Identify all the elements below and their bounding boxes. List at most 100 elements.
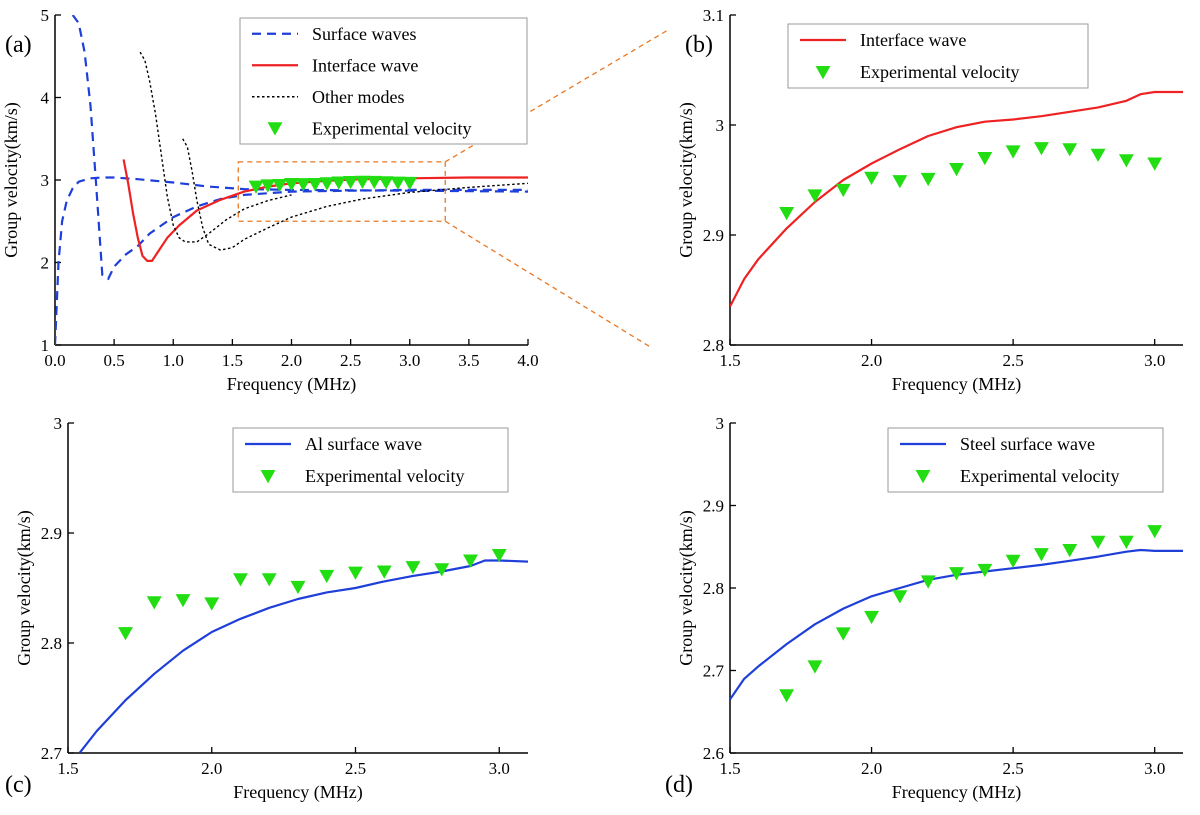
x-tick-label: 1.5 [719, 759, 740, 778]
y-tick-label: 2 [41, 254, 50, 273]
experimental-point [1147, 525, 1163, 539]
x-tick-label: 0.5 [104, 351, 125, 370]
experimental-point [977, 563, 993, 578]
zoom-box [237, 161, 446, 222]
experimental-point [835, 183, 851, 198]
experimental-point [319, 177, 335, 191]
experimental-point [204, 597, 220, 611]
experimental-point [1118, 154, 1134, 168]
x-tick-label: 3.5 [458, 351, 479, 370]
experimental-point [949, 567, 964, 581]
experimental-point [307, 178, 323, 192]
legend-label: Interface wave [312, 55, 418, 75]
y-tick-label: 3 [716, 414, 725, 433]
legend: Al surface wave Experimental velocity [232, 427, 509, 493]
experimental-point [491, 549, 507, 563]
legend: Steel surface wave Experimental velocity [887, 427, 1164, 493]
x-tick-label: 2.5 [340, 351, 361, 370]
panel-label: (a) [5, 32, 32, 58]
x-tick-label: 2.5 [1003, 759, 1024, 778]
experimental-point [248, 180, 264, 194]
y-tick-label: 4 [41, 89, 50, 108]
legend-box [232, 427, 509, 493]
x-tick-label: 0.0 [44, 351, 65, 370]
experimental-point [1090, 148, 1106, 162]
experimental-point [892, 175, 908, 189]
experimental-point [378, 176, 394, 190]
y-axis-label: Group velocity(km/s) [14, 510, 35, 665]
experimental-point [779, 207, 795, 221]
experimental-point [864, 610, 880, 625]
experimental-point [284, 177, 299, 192]
panel-c: 1.5 2.0 2.5 3.0 2.7 2.8 2.9 3 Frequency (MHz) Gro… [5, 414, 528, 803]
x-tick-label: 2.5 [1003, 351, 1024, 370]
x-tick-label: 1.0 [163, 351, 184, 370]
y-tick-label: 2.9 [703, 497, 724, 516]
experimental-point [1005, 554, 1021, 568]
x-tick-label: 2.0 [281, 351, 302, 370]
experimental-point [366, 175, 382, 190]
panel-label: (c) [5, 772, 32, 798]
experimental-point [355, 175, 370, 189]
experimental-point [434, 563, 450, 577]
experimental-point [348, 566, 363, 580]
plot-area [730, 90, 1183, 308]
series-line-surface-waves-mode-2- [71, 15, 528, 281]
panel-d: 1.5 2.0 2.5 3.0 2.6 2.7 2.8 2.9 3 Frequency (MHz)… [665, 414, 1183, 803]
y-tick-label: 2.7 [41, 744, 63, 763]
y-tick-label: 2.8 [41, 634, 62, 653]
legend: Surface waves Interface wave Other modes Ex… [239, 17, 528, 145]
experimental-point [1118, 535, 1134, 549]
legend-label: Experimental velocity [860, 62, 1019, 82]
experimental-point [807, 660, 823, 674]
legend-box [239, 17, 528, 145]
experimental-point [233, 573, 248, 587]
experimental-point [331, 176, 347, 190]
y-tick-label: 2.9 [703, 226, 724, 245]
experimental-point [146, 596, 162, 610]
x-tick-label: 4.0 [517, 351, 538, 370]
experimental-point [463, 554, 478, 568]
experimental-point [376, 565, 392, 579]
zoom-connector-bottom [444, 220, 653, 349]
x-axis-label: Frequency (MHz) [233, 782, 362, 803]
experimental-point [1033, 548, 1049, 562]
experimental-point [1062, 143, 1078, 157]
x-tick-label: 3.0 [489, 759, 510, 778]
x-tick-label: 2.0 [861, 351, 882, 370]
experimental-point [290, 580, 306, 595]
y-tick-label: 3 [716, 116, 725, 135]
plot-area [55, 15, 528, 345]
legend-label: Surface waves [312, 24, 416, 44]
experimental-point [1147, 157, 1163, 171]
legend-label: Other modes [312, 87, 404, 107]
legend-marker-experimental [915, 470, 931, 484]
experimental-point [920, 172, 936, 187]
series-line-interface-wave [730, 90, 1183, 308]
experimental-point [261, 573, 277, 587]
experimental-point [1033, 142, 1049, 156]
y-tick-label: 2.7 [703, 662, 725, 681]
legend-label: Experimental velocity [960, 466, 1119, 486]
x-tick-label: 1.5 [57, 759, 78, 778]
experimental-point [835, 627, 851, 641]
legend: Interface wave Experimental velocity [787, 23, 1089, 89]
y-tick-label: 2.8 [703, 336, 724, 355]
experimental-point [175, 594, 191, 608]
panel-a: 0.0 0.5 1.0 1.5 2.0 2.5 3.0 3.5 4.0 1 2 3 4 5 Frequenc… [1, 6, 539, 395]
series-line-other-modes [139, 51, 292, 243]
y-tick-label: 2.6 [703, 744, 724, 763]
legend-box [787, 23, 1089, 89]
legend-marker-experimental [815, 66, 831, 80]
experimental-point [949, 163, 964, 177]
x-tick-label: 2.0 [861, 759, 882, 778]
y-tick-label: 3 [41, 171, 50, 190]
series-line-other-modes-2- [182, 138, 528, 251]
experimental-point [1090, 535, 1106, 549]
experimental-point [272, 178, 288, 193]
x-tick-label: 3.0 [1144, 351, 1165, 370]
x-tick-label: 2.0 [201, 759, 222, 778]
panel-label: (b) [685, 32, 713, 58]
experimental-point [864, 171, 880, 185]
panel-label: (d) [665, 772, 693, 798]
